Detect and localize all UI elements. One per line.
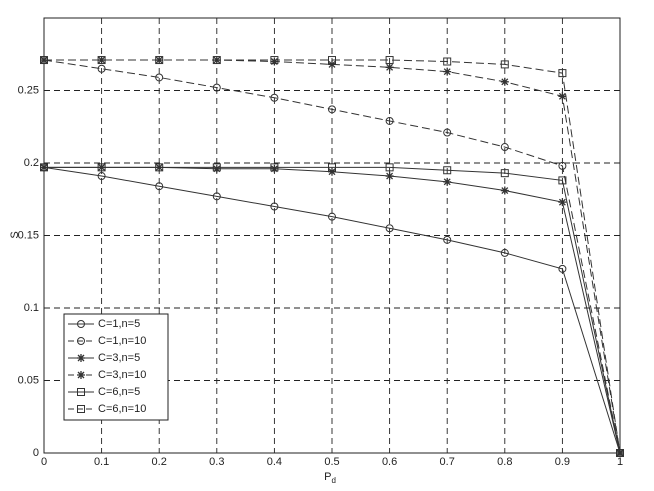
marker (212, 83, 221, 92)
marker (385, 56, 394, 65)
marker (270, 93, 279, 102)
marker (500, 60, 509, 69)
marker (77, 388, 85, 396)
x-axis-label-main: P (324, 471, 331, 483)
legend-label: C=6,n=10 (98, 403, 146, 415)
marker (558, 161, 567, 170)
marker (77, 320, 85, 328)
marker (155, 182, 164, 191)
marker (97, 64, 106, 73)
marker (212, 163, 221, 172)
marker (558, 69, 567, 78)
marker (443, 177, 452, 186)
marker (500, 77, 509, 86)
marker (500, 248, 509, 257)
x-tick-label: 1 (617, 456, 623, 468)
marker (77, 371, 85, 379)
series-line (44, 166, 621, 454)
marker (443, 57, 452, 66)
marker (558, 176, 567, 185)
x-tick-label: 0.9 (555, 456, 570, 468)
legend-label: C=3,n=10 (98, 369, 146, 381)
x-tick-label: 0.3 (209, 456, 224, 468)
marker (155, 163, 164, 172)
marker (270, 56, 279, 65)
marker (270, 202, 279, 211)
marker (328, 163, 336, 172)
y-tick-label: 0.2 (24, 157, 39, 169)
y-tick-label: 0.25 (18, 84, 39, 96)
series-line (43, 166, 621, 454)
marker (270, 163, 279, 172)
marker (97, 163, 106, 172)
series-line (43, 59, 621, 454)
marker (328, 212, 336, 221)
series-line (44, 59, 621, 454)
y-tick-label: 0.05 (18, 374, 39, 386)
x-tick-label: 0.6 (382, 456, 397, 468)
marker (328, 105, 336, 114)
marker (385, 63, 394, 72)
marker (385, 172, 394, 181)
marker (77, 405, 85, 413)
y-tick-label: 0.1 (24, 302, 39, 314)
marker (558, 264, 567, 273)
legend-label: C=1,n=10 (98, 335, 146, 347)
x-axis-label: Pd (324, 471, 336, 485)
marker (443, 67, 452, 76)
legend-label: C=3,n=5 (98, 352, 140, 364)
x-tick-label: 0 (41, 456, 47, 468)
marker (328, 56, 336, 65)
marker (616, 449, 624, 457)
marker (328, 60, 336, 69)
marker (97, 172, 106, 181)
y-axis-label: S (9, 231, 21, 238)
marker (40, 56, 48, 65)
x-tick-label: 0.8 (497, 456, 512, 468)
legend-label: C=6,n=5 (98, 386, 140, 398)
x-tick-label: 0.5 (324, 456, 339, 468)
marker (270, 164, 279, 173)
marker (558, 92, 567, 101)
marker (385, 116, 394, 125)
marker (77, 337, 85, 345)
marker (500, 186, 509, 195)
marker (500, 169, 509, 178)
x-axis-label-sub: d (331, 476, 335, 485)
marker (500, 143, 509, 152)
marker (270, 57, 279, 66)
x-tick-label: 0.2 (152, 456, 167, 468)
x-tick-label: 0.1 (94, 456, 109, 468)
marker (155, 73, 164, 82)
marker (443, 235, 452, 244)
marker (212, 164, 221, 173)
marker (40, 163, 48, 172)
y-tick-label: 0.15 (18, 229, 39, 241)
marker (385, 163, 394, 172)
marker (212, 56, 221, 65)
marker (328, 167, 336, 176)
marker (97, 56, 106, 65)
marker (443, 166, 452, 175)
marker (558, 198, 567, 207)
y-tick-label: 0 (33, 447, 39, 459)
marker (385, 224, 394, 233)
x-tick-label: 0.7 (440, 456, 455, 468)
x-tick-label: 0.4 (267, 456, 282, 468)
marker (212, 192, 221, 201)
legend-label: C=1,n=5 (98, 318, 140, 330)
legend-box (63, 313, 169, 421)
marker (97, 56, 106, 65)
marker (155, 56, 164, 65)
marker (443, 128, 452, 137)
marker (77, 354, 85, 362)
